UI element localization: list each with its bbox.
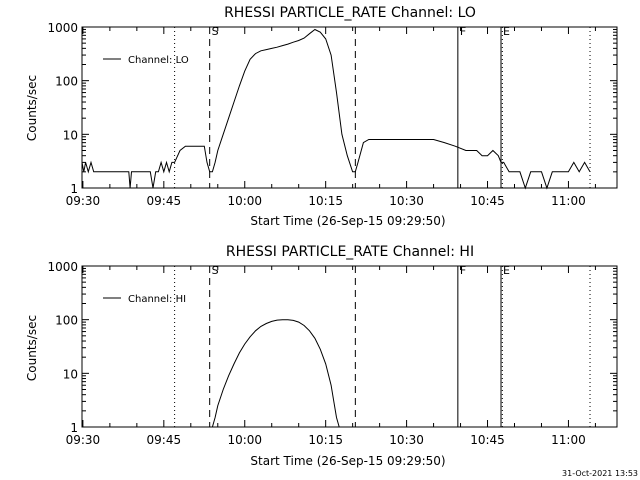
lo-y-axis-label: Counts/sec xyxy=(25,75,39,141)
hi-y-axis-label: Counts/sec xyxy=(25,315,39,381)
hi-channel-panel: RHESSI PARTICLE_RATE Channel: HI Start T… xyxy=(25,244,618,468)
hi-x-tick-label: 09:30 xyxy=(66,433,101,447)
lo-plot-frame xyxy=(81,26,618,189)
hi-x-tick-label: 10:15 xyxy=(308,433,343,447)
lo-series-line xyxy=(81,28,591,190)
hi-x-tick-label: 11:00 xyxy=(551,433,586,447)
hi-x-tick-label: 10:30 xyxy=(389,433,424,447)
hi-event-marker-label: F xyxy=(460,264,466,277)
hi-y-tick-label: 10 xyxy=(63,367,78,381)
hi-y-tick-label: 1 xyxy=(70,421,78,435)
lo-event-marker-label: S xyxy=(212,25,219,38)
lo-chart-title: RHESSI PARTICLE_RATE Channel: LO xyxy=(224,5,476,21)
hi-legend-label: Channel: HI xyxy=(128,294,186,305)
lo-x-tick-label: 10:00 xyxy=(227,194,262,208)
hi-x-tick-label: 09:45 xyxy=(147,433,182,447)
lo-x-tick-label: 10:30 xyxy=(389,194,424,208)
lo-event-marker-label: F xyxy=(460,25,466,38)
lo-event-marker-label: E xyxy=(503,25,510,38)
lo-y-tick-label: 1 xyxy=(70,182,78,196)
lo-y-tick-label: 100 xyxy=(55,75,78,89)
hi-event-marker-label: S xyxy=(212,264,219,277)
lo-y-tick-label: 10 xyxy=(63,128,78,142)
lo-x-tick-label: 10:45 xyxy=(470,194,505,208)
hi-chart-title: RHESSI PARTICLE_RATE Channel: HI xyxy=(226,244,474,260)
hi-plot-frame xyxy=(81,265,618,428)
hi-x-axis-label: Start Time (26-Sep-15 09:29:50) xyxy=(250,454,445,468)
hi-series-line xyxy=(211,319,340,428)
hi-event-marker-label: E xyxy=(503,264,510,277)
generated-timestamp: 31-Oct-2021 13:53 xyxy=(562,469,638,478)
lo-y-tick-label: 1000 xyxy=(47,21,78,35)
lo-x-axis-label: Start Time (26-Sep-15 09:29:50) xyxy=(250,214,445,228)
lo-x-tick-label: 09:30 xyxy=(66,194,101,208)
lo-x-tick-label: 11:00 xyxy=(551,194,586,208)
lo-channel-panel: RHESSI PARTICLE_RATE Channel: LO Start T… xyxy=(25,5,618,228)
hi-y-tick-label: 100 xyxy=(55,314,78,328)
lo-x-tick-label: 10:15 xyxy=(308,194,343,208)
hi-y-tick-label: 1000 xyxy=(47,260,78,274)
lo-legend-label: Channel: LO xyxy=(128,55,189,66)
lo-x-tick-label: 09:45 xyxy=(147,194,182,208)
hi-x-tick-label: 10:00 xyxy=(227,433,262,447)
hi-x-tick-label: 10:45 xyxy=(470,433,505,447)
